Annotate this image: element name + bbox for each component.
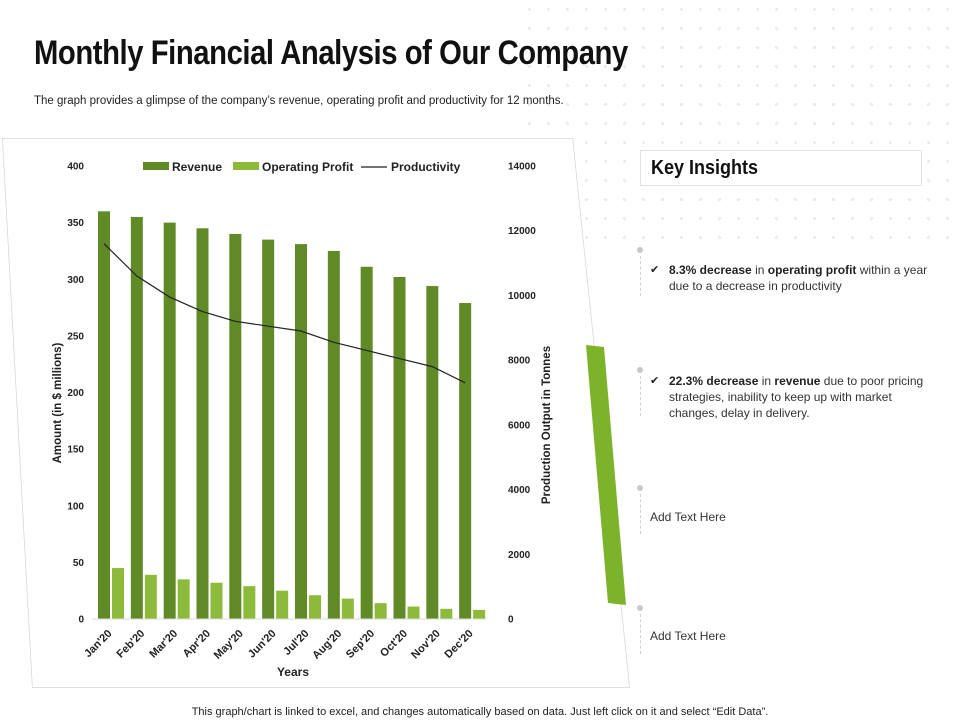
x-tick-label: Jun'20 xyxy=(246,628,279,661)
chart-legend: Revenue Operating Profit Productivity xyxy=(143,160,461,174)
insight-rest-1: within a year due to a decrease in produ… xyxy=(669,263,928,293)
insight-bold-1a: 8.3% decrease xyxy=(669,263,752,277)
timeline-connector-3 xyxy=(640,494,641,534)
y-tick-label: 150 xyxy=(67,445,84,456)
y2-axis-title: Production Output in Tonnes xyxy=(541,346,553,504)
x-tick-label: Mar'20 xyxy=(147,628,180,661)
bar-revenue-12[interactable] xyxy=(459,303,472,619)
page-subtitle: The graph provides a glimpse of the comp… xyxy=(34,95,564,107)
x-tick-label: Dec'20 xyxy=(442,628,475,661)
insight-rest-2: due to poor pricing strategies, inabilit… xyxy=(669,374,924,420)
y2-tick-label: 0 xyxy=(508,615,514,626)
page-title: Monthly Financial Analysis of Our Compan… xyxy=(34,34,628,72)
y-tick-label: 350 xyxy=(67,218,84,229)
x-tick-label: Sep'20 xyxy=(344,628,377,661)
y2-tick-label: 10000 xyxy=(508,291,536,302)
bar-operating-profit-6[interactable] xyxy=(276,590,289,619)
bar-revenue-10[interactable] xyxy=(393,276,406,619)
y-tick-label: 0 xyxy=(78,615,84,626)
insight-item-2: ✔ 22.3% decrease in revenue due to poor … xyxy=(650,373,935,421)
legend-swatch-operating-profit xyxy=(233,162,259,170)
y2-tick-label: 2000 xyxy=(508,550,531,561)
bar-revenue-1[interactable] xyxy=(98,211,110,620)
bar-operating-profit-7[interactable] xyxy=(309,595,321,619)
insight-text-2: 22.3% decrease in revenue due to poor pr… xyxy=(669,373,935,421)
bar-revenue-2[interactable] xyxy=(130,216,143,619)
y2-tick-label: 14000 xyxy=(508,162,536,173)
timeline-connector-2 xyxy=(640,376,641,416)
timeline-connector-1 xyxy=(640,256,641,296)
bar-revenue-9[interactable] xyxy=(360,266,373,619)
bar-revenue-11[interactable] xyxy=(426,286,439,619)
insight-bold-2b: revenue xyxy=(774,374,821,388)
y-tick-label: 300 xyxy=(67,275,84,286)
legend-label-operating-profit: Operating Profit xyxy=(262,160,353,174)
timeline-dot-1 xyxy=(637,247,643,253)
x-axis-title: Years xyxy=(277,665,309,679)
bar-revenue-8[interactable] xyxy=(327,250,340,619)
bar-operating-profit-12[interactable] xyxy=(473,609,486,619)
insight-bold-2a: 22.3% decrease xyxy=(669,374,759,388)
chart-card[interactable]: 0 50 100 150 200 250 300 350 400 0 2000 4000 6000 80… xyxy=(2,138,630,688)
legend-label-productivity: Productivity xyxy=(391,160,461,174)
y-tick-label: 250 xyxy=(67,331,84,342)
bar-revenue-7[interactable] xyxy=(295,244,307,619)
bar-operating-profit-4[interactable] xyxy=(210,582,223,619)
check-icon: ✔ xyxy=(650,264,660,276)
y-tick-label: 200 xyxy=(67,388,84,399)
bar-operating-profit-2[interactable] xyxy=(144,574,157,619)
legend-label-revenue: Revenue xyxy=(172,160,222,174)
timeline-dot-4 xyxy=(637,605,643,611)
placeholder-text-2[interactable]: Add Text Here xyxy=(650,629,726,643)
bar-revenue-5[interactable] xyxy=(229,233,242,619)
bar-operating-profit-9[interactable] xyxy=(374,603,387,619)
x-tick-label: Oct'20 xyxy=(378,628,410,660)
insight-bold-1b: operating profit xyxy=(767,263,857,277)
x-tick-label: Apr'20 xyxy=(181,628,213,660)
x-tick-label: May'20 xyxy=(212,628,246,662)
x-tick-label: Aug'20 xyxy=(310,628,344,662)
timeline-connector-4 xyxy=(640,614,641,654)
bar-operating-profit-11[interactable] xyxy=(440,608,453,619)
timeline-dot-3 xyxy=(637,485,643,491)
x-tick-label: Feb'20 xyxy=(115,628,148,661)
bar-operating-profit-10[interactable] xyxy=(407,606,420,619)
insight-text-1: 8.3% decrease in operating profit within… xyxy=(669,262,935,294)
key-insights-title: Key Insights xyxy=(651,157,759,179)
bar-operating-profit-8[interactable] xyxy=(341,598,354,619)
series-line-productivity xyxy=(103,243,466,384)
y2-tick-label: 6000 xyxy=(508,420,531,431)
placeholder-text-1[interactable]: Add Text Here xyxy=(650,510,726,524)
y2-tick-label: 12000 xyxy=(508,226,536,237)
y-tick-label: 400 xyxy=(67,162,84,173)
insight-item-1: ✔ 8.3% decrease in operating profit with… xyxy=(650,262,935,294)
y-tick-label: 100 xyxy=(67,501,84,512)
x-tick-label: Jan'20 xyxy=(82,628,114,660)
check-icon: ✔ xyxy=(650,375,660,387)
insight-mid-2: in xyxy=(758,374,775,388)
bar-revenue-4[interactable] xyxy=(196,228,209,619)
timeline-dot-2 xyxy=(637,367,643,373)
y2-tick-label: 4000 xyxy=(508,485,531,496)
x-tick-label: Jul'20 xyxy=(281,628,311,658)
bar-operating-profit-3[interactable] xyxy=(177,579,190,619)
y-tick-label: 50 xyxy=(73,558,85,569)
bar-operating-profit-1[interactable] xyxy=(112,568,124,619)
x-tick-label: Nov'20 xyxy=(409,628,443,662)
footer-note: This graph/chart is linked to excel, and… xyxy=(191,706,769,718)
insight-mid-1: in xyxy=(751,263,768,277)
bar-revenue-3[interactable] xyxy=(163,222,176,619)
combo-chart[interactable]: 0 50 100 150 200 250 300 350 400 0 2000 4000 6000 80… xyxy=(2,138,630,688)
key-insights-header: Key Insights xyxy=(640,150,922,186)
legend-swatch-revenue xyxy=(143,162,169,170)
y2-tick-label: 8000 xyxy=(508,356,531,367)
bar-revenue-6[interactable] xyxy=(262,239,275,620)
y-axis-title: Amount (in $ millions) xyxy=(52,342,64,463)
bar-operating-profit-5[interactable] xyxy=(243,586,256,619)
